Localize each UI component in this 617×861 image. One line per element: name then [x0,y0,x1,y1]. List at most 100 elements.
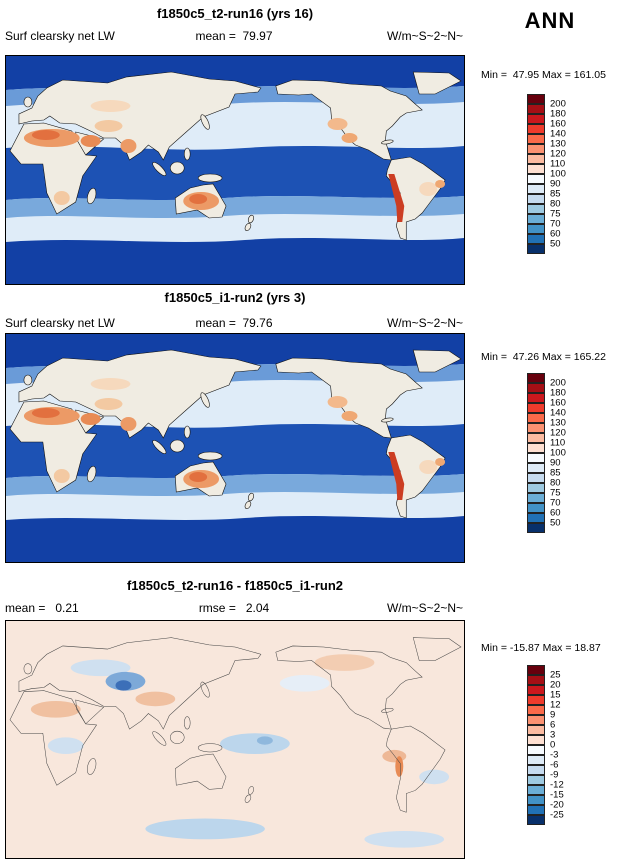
colorbar-tick-label: 70 [550,497,561,509]
colorbar-box [527,755,545,765]
colorbar-box [527,735,545,745]
colorbar-tick-label: 80 [550,477,561,489]
colorbar-tick-label: 3 [550,729,556,741]
colorbar-run2: 200 180 160 140 130 120 110 100 90 85 80 75 70 60 50 [527,373,599,535]
colorbar-tick-label: 120 [550,148,566,160]
colorbar-tick-label: 140 [550,128,566,140]
colorbar-box [527,234,545,244]
colorbar-box [527,403,545,413]
mean-value: mean = 0.21 [5,601,79,615]
colorbar-box [527,184,545,194]
colorbar-box [527,134,545,144]
panel-stats-row: mean = 0.21 rmse = 2.04 W/m~S~2~N~ [5,601,463,615]
colorbar-box [527,805,545,815]
season-label: ANN [524,8,576,33]
colorbar-tick-label: -12 [550,779,564,791]
colorbar-box [527,94,545,104]
colorbar-tick-label: -9 [550,769,559,781]
colorbar-tick-label: 60 [550,507,561,519]
colorbar-tick-label: 70 [550,218,561,230]
colorbar-tick-label: 100 [550,447,566,459]
colorbar-tick-label: -20 [550,799,564,811]
panel-stats-row: Surf clearsky net LW mean = 79.76 W/m~S~… [5,316,463,330]
colorbar-box [527,493,545,503]
variable-label: Surf clearsky net LW [5,29,115,43]
colorbar-box [527,413,545,423]
colorbar-box [527,164,545,174]
colorbar-tick-label: 100 [550,168,566,180]
colorbar-tick-label: 75 [550,487,561,499]
colorbar-tick-label: 50 [550,238,561,250]
colorbar-tick-label: 200 [550,377,566,389]
colorbar-box [527,695,545,705]
colorbar-box [527,815,545,825]
colorbar-box [527,745,545,755]
colorbar-box [527,775,545,785]
rmse-value: rmse = 2.04 [198,601,270,615]
panel-stats-row: Surf clearsky net LW mean = 79.97 W/m~S~… [5,29,463,43]
colorbar-box [527,433,545,443]
colorbar-tick-label: 120 [550,427,566,439]
colorbar-tick-label: 85 [550,188,561,200]
colorbar-box [527,483,545,493]
mean-value: mean = 79.97 [195,29,273,43]
panel-title: f1850c5_t2-run16 - f1850c5_i1-run2 [126,578,344,593]
colorbar-tick-label: 180 [550,108,566,120]
colorbar-tick-label: 180 [550,387,566,399]
colorbar-box [527,765,545,775]
colorbar-box [527,463,545,473]
colorbar-tick-label: 6 [550,719,556,731]
colorbar-run16: 200 180 160 140 130 120 110 100 90 85 80 75 70 60 50 [527,94,599,256]
colorbar-tick-label: 12 [550,699,561,711]
colorbar-box [527,665,545,675]
colorbar-tick-label: 85 [550,467,561,479]
panel-title: f1850c5_i1-run2 (yrs 3) [164,290,306,305]
colorbar-tick-label: -25 [550,809,564,821]
colorbar-tick-label: 140 [550,407,566,419]
colorbar-tick-label: 0 [550,739,556,751]
colorbar-box [527,194,545,204]
world-map-run2 [5,333,465,563]
colorbar-box [527,443,545,453]
units-label: W/m~S~2~N~ [386,29,463,43]
colorbar-box [527,174,545,184]
colorbar-tick-label: 9 [550,709,556,721]
panel-title: f1850c5_t2-run16 (yrs 16) [156,6,314,21]
colorbar-tick-label: 130 [550,417,566,429]
colorbar-tick-label: -15 [550,789,564,801]
colorbar-tick-label: 80 [550,198,561,210]
colorbar-box [527,144,545,154]
colorbar-tick-label: 90 [550,178,561,190]
colorbar-tick-label: 130 [550,138,566,150]
colorbar-box [527,523,545,533]
colorbar-box [527,204,545,214]
colorbar-tick-label: 90 [550,457,561,469]
units-label: W/m~S~2~N~ [386,316,463,330]
colorbar-tick-label: 160 [550,118,566,130]
colorbar-difference: 25 20 15 12 9 6 3 0 -3 -6 -9 -12 -15 -20 -25 [527,665,599,827]
colorbar-box [527,423,545,433]
colorbar-box [527,685,545,695]
world-map-difference [5,620,465,859]
colorbar-box [527,513,545,523]
colorbar-box [527,785,545,795]
minmax-label-run2: Min = 47.26 Max = 165.22 [481,351,606,363]
colorbar-box [527,104,545,114]
colorbar-box [527,393,545,403]
variable-label: Surf clearsky net LW [5,316,115,330]
minmax-label-run16: Min = 47.95 Max = 161.05 [481,69,606,81]
colorbar-tick-label: -6 [550,759,559,771]
colorbar-box [527,114,545,124]
colorbar-tick-label: 160 [550,397,566,409]
colorbar-box [527,795,545,805]
colorbar-tick-label: 20 [550,679,561,691]
colorbar-box [527,453,545,463]
colorbar-tick-label: 15 [550,689,561,701]
colorbar-tick-label: 50 [550,517,561,529]
minmax-label-difference: Min = -15.87 Max = 18.87 [481,642,601,654]
colorbar-box [527,503,545,513]
colorbar-tick-label: 110 [550,437,566,449]
colorbar-box [527,715,545,725]
colorbar-tick-label: 200 [550,98,566,110]
